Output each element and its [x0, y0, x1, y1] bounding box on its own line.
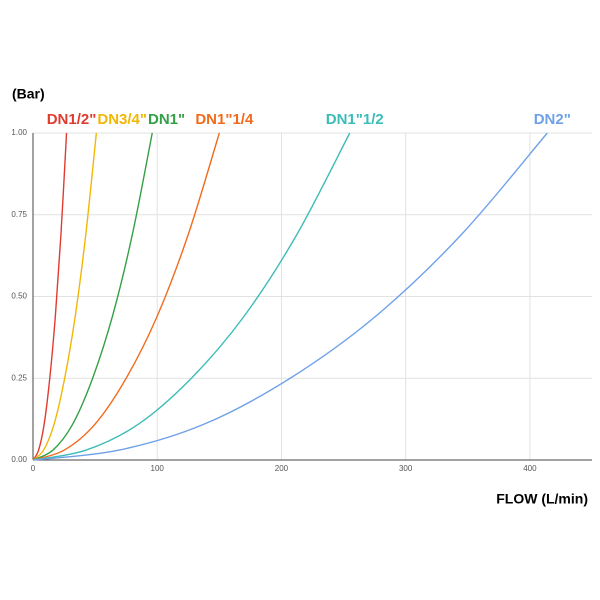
y-tick-label: 0.25 — [11, 373, 27, 382]
series-line — [32, 132, 221, 461]
y-tick-label: 0.50 — [11, 292, 27, 301]
y-tick-label: 0.00 — [11, 455, 27, 464]
series-label: DN1" — [148, 111, 185, 128]
x-tick-label: 300 — [399, 464, 413, 473]
series-line — [32, 132, 153, 461]
x-tick-label: 100 — [151, 464, 165, 473]
series-line — [32, 132, 98, 461]
series-label: DN3/4" — [97, 111, 147, 128]
series-line — [32, 132, 548, 461]
series-label: DN1"1/4 — [195, 111, 254, 128]
series-label: DN1"1/2 — [326, 111, 384, 128]
x-tick-label: 0 — [31, 464, 36, 473]
y-tick-label: 1.00 — [11, 128, 27, 137]
y-tick-label: 0.75 — [11, 210, 27, 219]
x-axis-title: FLOW (L/min) — [496, 491, 588, 507]
series-label: DN2" — [534, 111, 571, 128]
y-axis-title: (Bar) — [12, 86, 45, 102]
series-line — [32, 132, 351, 461]
x-tick-label: 200 — [275, 464, 289, 473]
series-line — [32, 132, 68, 461]
x-tick-label: 400 — [523, 464, 537, 473]
series-label: DN1/2" — [47, 111, 97, 128]
